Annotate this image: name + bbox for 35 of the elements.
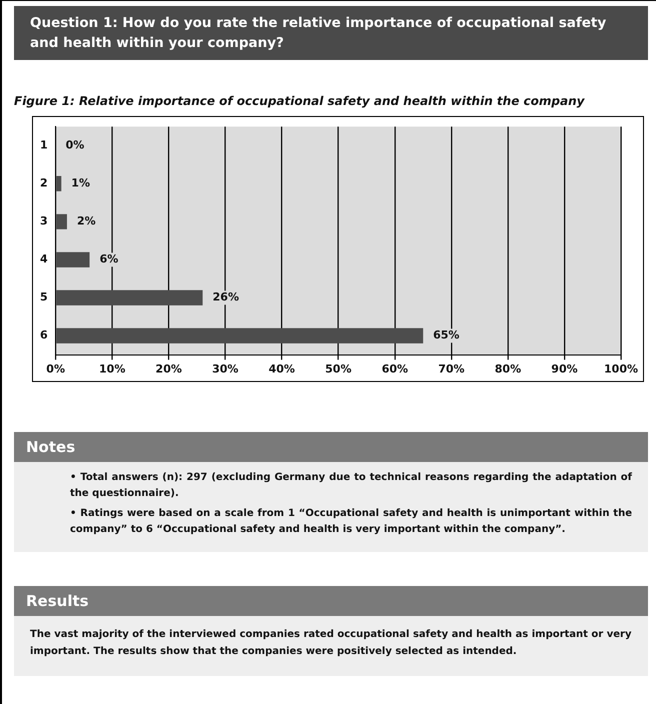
bar: [56, 328, 424, 344]
chart-title: Question 1: How do you rate the relative importance of occupational safety and health within your company?: [14, 6, 648, 60]
x-tick-label: 60%: [382, 362, 408, 376]
text: • Ratings were based on a scale from 1 “Occupational safety and health is unimportant within the company” to 6 “Occupational safety and health is very important within the company”.: [70, 507, 632, 537]
data-label: 0%: [66, 138, 84, 152]
data-label: 26%: [212, 290, 239, 304]
bar: [56, 214, 67, 230]
x-tick-label: 80%: [494, 362, 522, 376]
text: Notes: [14, 432, 648, 462]
data-label: 1%: [71, 176, 90, 190]
chart-subtitle: Figure 1: Relative importance of occupational safety and health within the company: [14, 94, 586, 108]
x-tick-label: 100%: [604, 362, 638, 376]
bar: [56, 252, 90, 268]
text: The vast majority of the interviewed companies rated occupational safety and health as important or very important. The results show that the companies were positively selected as intended.: [14, 616, 648, 676]
x-tick-label: 90%: [551, 362, 578, 376]
data-label: 6%: [100, 252, 118, 266]
x-tick-label: 30%: [212, 362, 238, 376]
x-tick-label: 20%: [156, 362, 182, 376]
bar: [56, 290, 203, 306]
x-tick-label: 10%: [99, 362, 126, 376]
x-tick-label: 0%: [46, 362, 65, 376]
x-tick-label: 70%: [438, 362, 465, 376]
y-tick-label: 4: [40, 252, 48, 266]
data-label: 65%: [433, 328, 460, 342]
y-tick-label: 3: [40, 214, 48, 228]
y-tick-label: 6: [40, 328, 48, 342]
y-tick-label: 1: [40, 138, 48, 152]
data-label: 2%: [76, 214, 96, 228]
y-tick-label: 5: [40, 290, 48, 304]
y-tick-label: 2: [40, 176, 48, 190]
bar: [56, 176, 62, 192]
x-tick-label: 50%: [325, 362, 352, 376]
x-tick-label: 40%: [268, 362, 295, 376]
text: • Total answers (n): 297 (excluding Germany due to technical reasons regarding the adaptation of the questionnaire).: [70, 471, 632, 501]
text: Results: [14, 586, 648, 616]
